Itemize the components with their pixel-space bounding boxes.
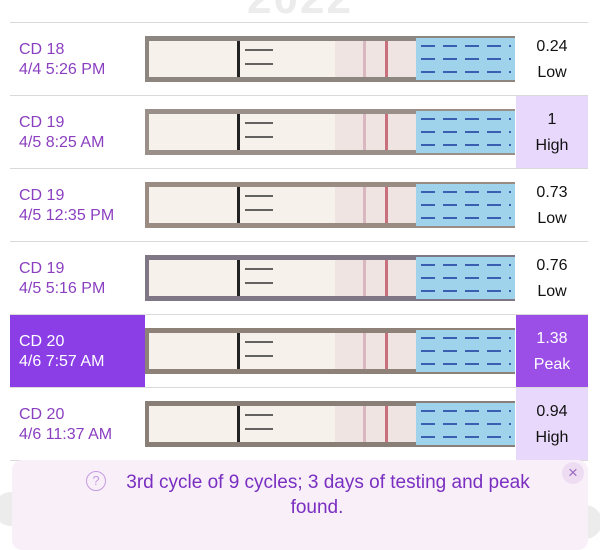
year-heading: 2022	[0, 0, 600, 24]
close-button[interactable]: ×	[562, 462, 584, 484]
window	[335, 114, 417, 150]
test-strip-photo	[145, 182, 515, 228]
result-cell: 1 High	[516, 96, 588, 168]
date-time: 4/5 12:35 PM	[19, 207, 115, 224]
control-line	[385, 406, 388, 442]
test-strip-photo	[145, 109, 515, 155]
cycle-day: CD 19	[19, 260, 65, 277]
test-strip-photo	[145, 255, 515, 301]
test-row[interactable]: CD 19 4/5 8:25 AM 1 High	[10, 96, 588, 169]
result-level: High	[535, 137, 569, 154]
result-value: 1.38	[536, 330, 568, 347]
date-cell: CD 20 4/6 7:57 AM	[10, 315, 145, 387]
result-level: Low	[537, 64, 567, 81]
window	[335, 187, 417, 223]
result-value: 1	[547, 111, 557, 128]
window	[335, 41, 417, 77]
cycle-day: CD 20	[19, 333, 65, 350]
test-line	[363, 406, 366, 442]
control-line	[385, 41, 388, 77]
result-cell: 0.24 Low	[516, 23, 588, 95]
strip-handle-mark	[237, 114, 240, 150]
date-cell: CD 19 4/5 5:16 PM	[10, 242, 145, 314]
result-value: 0.24	[536, 38, 568, 55]
test-row[interactable]: CD 20 4/6 7:57 AM 1.38 Peak	[10, 315, 588, 388]
window	[335, 260, 417, 296]
test-row[interactable]: CD 20 4/6 11:37 AM 0.94 High	[10, 388, 588, 461]
date-cell: CD 20 4/6 11:37 AM	[10, 388, 145, 460]
result-cell: 1.38 Peak	[516, 315, 588, 387]
strip-handle-mark	[237, 406, 240, 442]
date-cell: CD 18 4/4 5:26 PM	[10, 23, 145, 95]
control-line	[385, 260, 388, 296]
strip-handle-mark	[237, 260, 240, 296]
test-line	[363, 187, 366, 223]
date-time: 4/5 5:16 PM	[19, 280, 106, 297]
test-row[interactable]: CD 19 4/5 12:35 PM 0.73 Low	[10, 169, 588, 242]
result-level: Peak	[533, 356, 571, 373]
cycle-day: CD 20	[19, 406, 65, 423]
date-cell: CD 19 4/5 12:35 PM	[10, 169, 145, 241]
control-line	[385, 114, 388, 150]
result-value: 0.73	[536, 184, 568, 201]
summary-banner: ? 3rd cycle of 9 cycles; 3 days of testi…	[12, 460, 588, 550]
date-time: 4/6 11:37 AM	[19, 426, 113, 443]
cycle-day: CD 19	[19, 114, 65, 131]
result-cell: 0.73 Low	[516, 169, 588, 241]
date-cell: CD 19 4/5 8:25 AM	[10, 96, 145, 168]
result-value: 0.94	[536, 403, 568, 420]
test-line	[363, 333, 366, 369]
result-cell: 0.76 Low	[516, 242, 588, 314]
result-level: Low	[537, 210, 567, 227]
strip-handle-mark	[237, 187, 240, 223]
window	[335, 333, 417, 369]
test-line	[363, 41, 366, 77]
cycle-day: CD 19	[19, 187, 65, 204]
control-line	[385, 187, 388, 223]
date-time: 4/4 5:26 PM	[19, 61, 106, 78]
result-cell: 0.94 High	[516, 388, 588, 460]
strip-handle-mark	[237, 333, 240, 369]
test-list: CD 18 4/4 5:26 PM 0.24 Low CD 19 4/5 8:25 AM 1…	[10, 22, 588, 461]
strip-handle-mark	[237, 41, 240, 77]
test-row[interactable]: CD 18 4/4 5:26 PM 0.24 Low	[10, 23, 588, 96]
result-value: 0.76	[536, 257, 568, 274]
date-time: 4/5 8:25 AM	[19, 134, 105, 151]
date-time: 4/6 7:57 AM	[19, 353, 105, 370]
result-level: Low	[537, 283, 567, 300]
window	[335, 406, 417, 442]
test-row[interactable]: CD 19 4/5 5:16 PM 0.76 Low	[10, 242, 588, 315]
test-strip-photo	[145, 36, 515, 82]
test-line	[363, 114, 366, 150]
result-level: High	[535, 429, 569, 446]
test-strip-photo	[145, 328, 515, 374]
control-line	[385, 333, 388, 369]
cycle-day: CD 18	[19, 41, 65, 58]
test-strip-photo	[145, 401, 515, 447]
help-icon[interactable]: ?	[86, 471, 106, 491]
summary-text: 3rd cycle of 9 cycles; 3 days of testing…	[126, 472, 530, 518]
test-line	[363, 260, 366, 296]
